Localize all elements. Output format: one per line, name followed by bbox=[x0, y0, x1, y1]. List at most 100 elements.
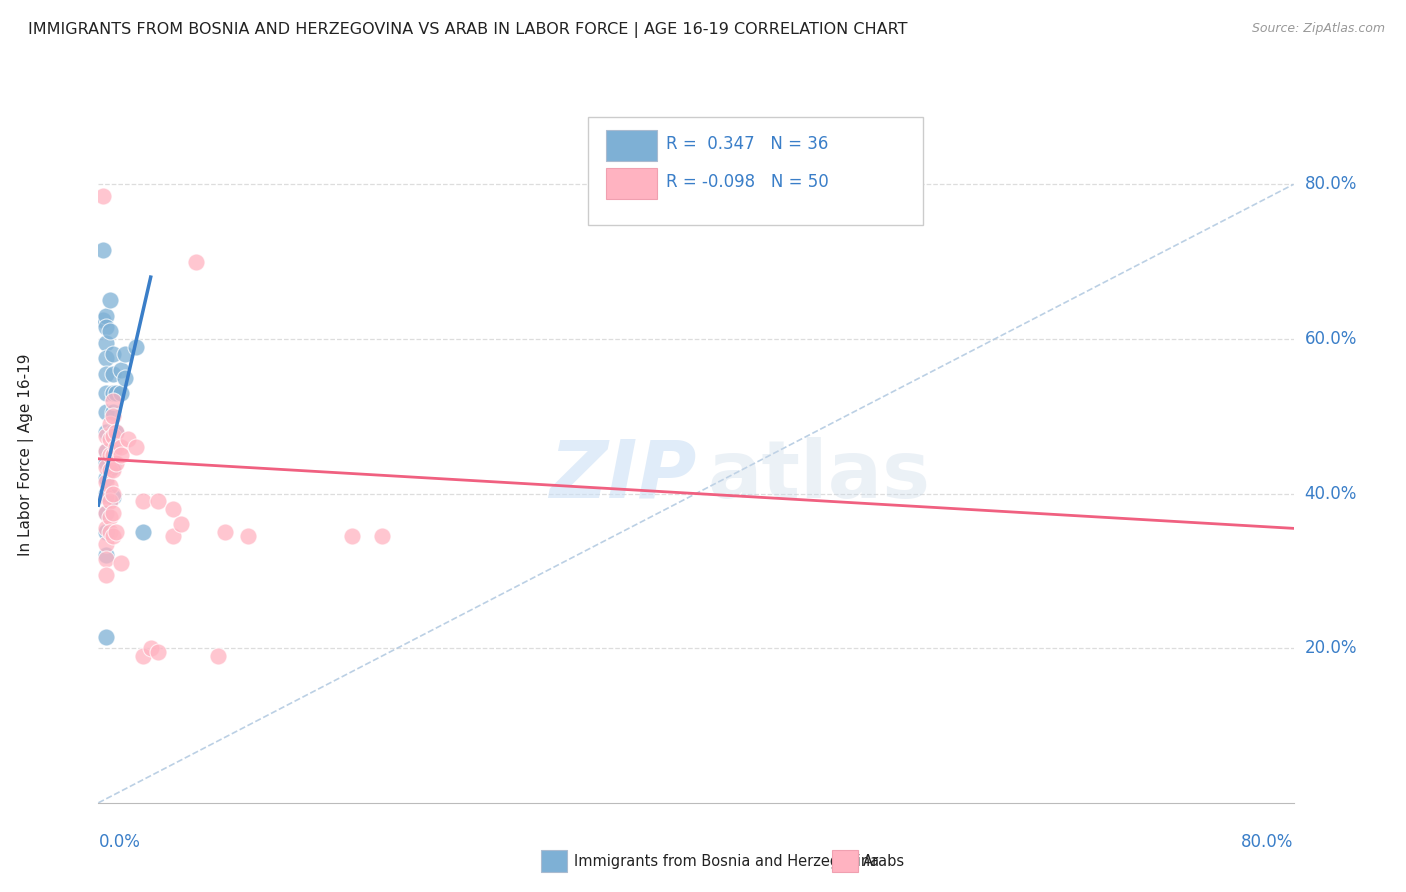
Point bbox=[207, 648, 229, 663]
Point bbox=[162, 529, 184, 543]
Point bbox=[94, 537, 117, 551]
Text: Immigrants from Bosnia and Herzegovina: Immigrants from Bosnia and Herzegovina bbox=[574, 855, 879, 869]
Point bbox=[94, 425, 117, 439]
Point bbox=[103, 347, 125, 361]
Text: R = -0.098   N = 50: R = -0.098 N = 50 bbox=[666, 173, 830, 191]
Text: ZIP: ZIP bbox=[548, 437, 696, 515]
Point bbox=[105, 425, 128, 439]
Point bbox=[94, 567, 117, 582]
Text: Arabs: Arabs bbox=[863, 855, 905, 869]
Point bbox=[103, 486, 125, 500]
Point bbox=[103, 425, 125, 439]
Text: 80.0%: 80.0% bbox=[1305, 176, 1357, 194]
Point bbox=[94, 444, 117, 458]
Point bbox=[94, 521, 117, 535]
Point bbox=[94, 475, 117, 489]
Point bbox=[91, 189, 114, 203]
Text: 0.0%: 0.0% bbox=[98, 833, 141, 851]
Point bbox=[94, 456, 117, 470]
Point bbox=[94, 320, 117, 334]
Point bbox=[94, 386, 117, 401]
Point bbox=[91, 312, 114, 326]
Text: IMMIGRANTS FROM BOSNIA AND HERZEGOVINA VS ARAB IN LABOR FORCE | AGE 16-19 CORREL: IMMIGRANTS FROM BOSNIA AND HERZEGOVINA V… bbox=[28, 22, 908, 38]
Point bbox=[103, 444, 125, 458]
Point bbox=[105, 440, 128, 454]
Text: 60.0%: 60.0% bbox=[1305, 330, 1357, 348]
Point bbox=[98, 448, 122, 462]
Point bbox=[214, 525, 236, 540]
FancyBboxPatch shape bbox=[606, 169, 657, 199]
Point bbox=[103, 529, 125, 543]
Point bbox=[103, 448, 125, 462]
Point bbox=[110, 363, 132, 377]
Point bbox=[94, 506, 117, 520]
Point bbox=[94, 405, 117, 419]
Point bbox=[94, 471, 117, 485]
Point bbox=[132, 525, 155, 540]
Point bbox=[103, 428, 125, 442]
Point bbox=[110, 386, 132, 401]
Point bbox=[110, 440, 132, 454]
Point bbox=[132, 494, 155, 508]
Point bbox=[103, 506, 125, 520]
Point bbox=[98, 463, 122, 477]
Point bbox=[110, 448, 132, 462]
Point bbox=[94, 309, 117, 323]
Point bbox=[105, 425, 128, 439]
Point bbox=[91, 243, 114, 257]
Point bbox=[94, 491, 117, 505]
Point bbox=[110, 556, 132, 570]
Point bbox=[98, 433, 122, 447]
Point bbox=[103, 463, 125, 477]
Point bbox=[105, 456, 128, 470]
Point bbox=[98, 417, 122, 431]
Point bbox=[132, 648, 155, 663]
Text: In Labor Force | Age 16-19: In Labor Force | Age 16-19 bbox=[18, 353, 34, 557]
Point bbox=[98, 509, 122, 524]
Point bbox=[139, 641, 162, 656]
Point bbox=[98, 293, 122, 308]
Text: atlas: atlas bbox=[709, 437, 931, 515]
Point bbox=[98, 479, 122, 493]
Text: 20.0%: 20.0% bbox=[1305, 640, 1357, 657]
Point bbox=[103, 405, 125, 419]
Point bbox=[94, 351, 117, 366]
Point bbox=[103, 459, 125, 474]
Point bbox=[114, 370, 136, 384]
Point bbox=[98, 525, 122, 540]
Text: 80.0%: 80.0% bbox=[1241, 833, 1294, 851]
Point bbox=[94, 552, 117, 566]
Point bbox=[125, 340, 148, 354]
Point bbox=[103, 409, 125, 424]
Point bbox=[125, 440, 148, 454]
Point bbox=[169, 517, 191, 532]
FancyBboxPatch shape bbox=[606, 130, 657, 161]
Point bbox=[105, 525, 128, 540]
Text: 40.0%: 40.0% bbox=[1305, 484, 1357, 502]
Point bbox=[94, 335, 117, 350]
Point bbox=[236, 529, 259, 543]
Point bbox=[94, 444, 117, 458]
Point bbox=[342, 529, 364, 543]
Point bbox=[98, 494, 122, 508]
Point bbox=[94, 428, 117, 442]
FancyBboxPatch shape bbox=[588, 118, 922, 226]
Point bbox=[94, 459, 117, 474]
Point bbox=[148, 645, 170, 659]
Point bbox=[103, 386, 125, 401]
Point bbox=[184, 254, 207, 268]
Point bbox=[94, 549, 117, 563]
Point bbox=[117, 433, 139, 447]
Text: Source: ZipAtlas.com: Source: ZipAtlas.com bbox=[1251, 22, 1385, 36]
Point bbox=[94, 506, 117, 520]
Point bbox=[103, 367, 125, 381]
Point bbox=[94, 486, 117, 500]
Point bbox=[98, 324, 122, 338]
Text: R =  0.347   N = 36: R = 0.347 N = 36 bbox=[666, 135, 828, 153]
Point bbox=[114, 347, 136, 361]
Point bbox=[148, 494, 170, 508]
Point bbox=[94, 630, 117, 644]
Point bbox=[103, 393, 125, 408]
Point bbox=[162, 502, 184, 516]
Point bbox=[94, 525, 117, 540]
